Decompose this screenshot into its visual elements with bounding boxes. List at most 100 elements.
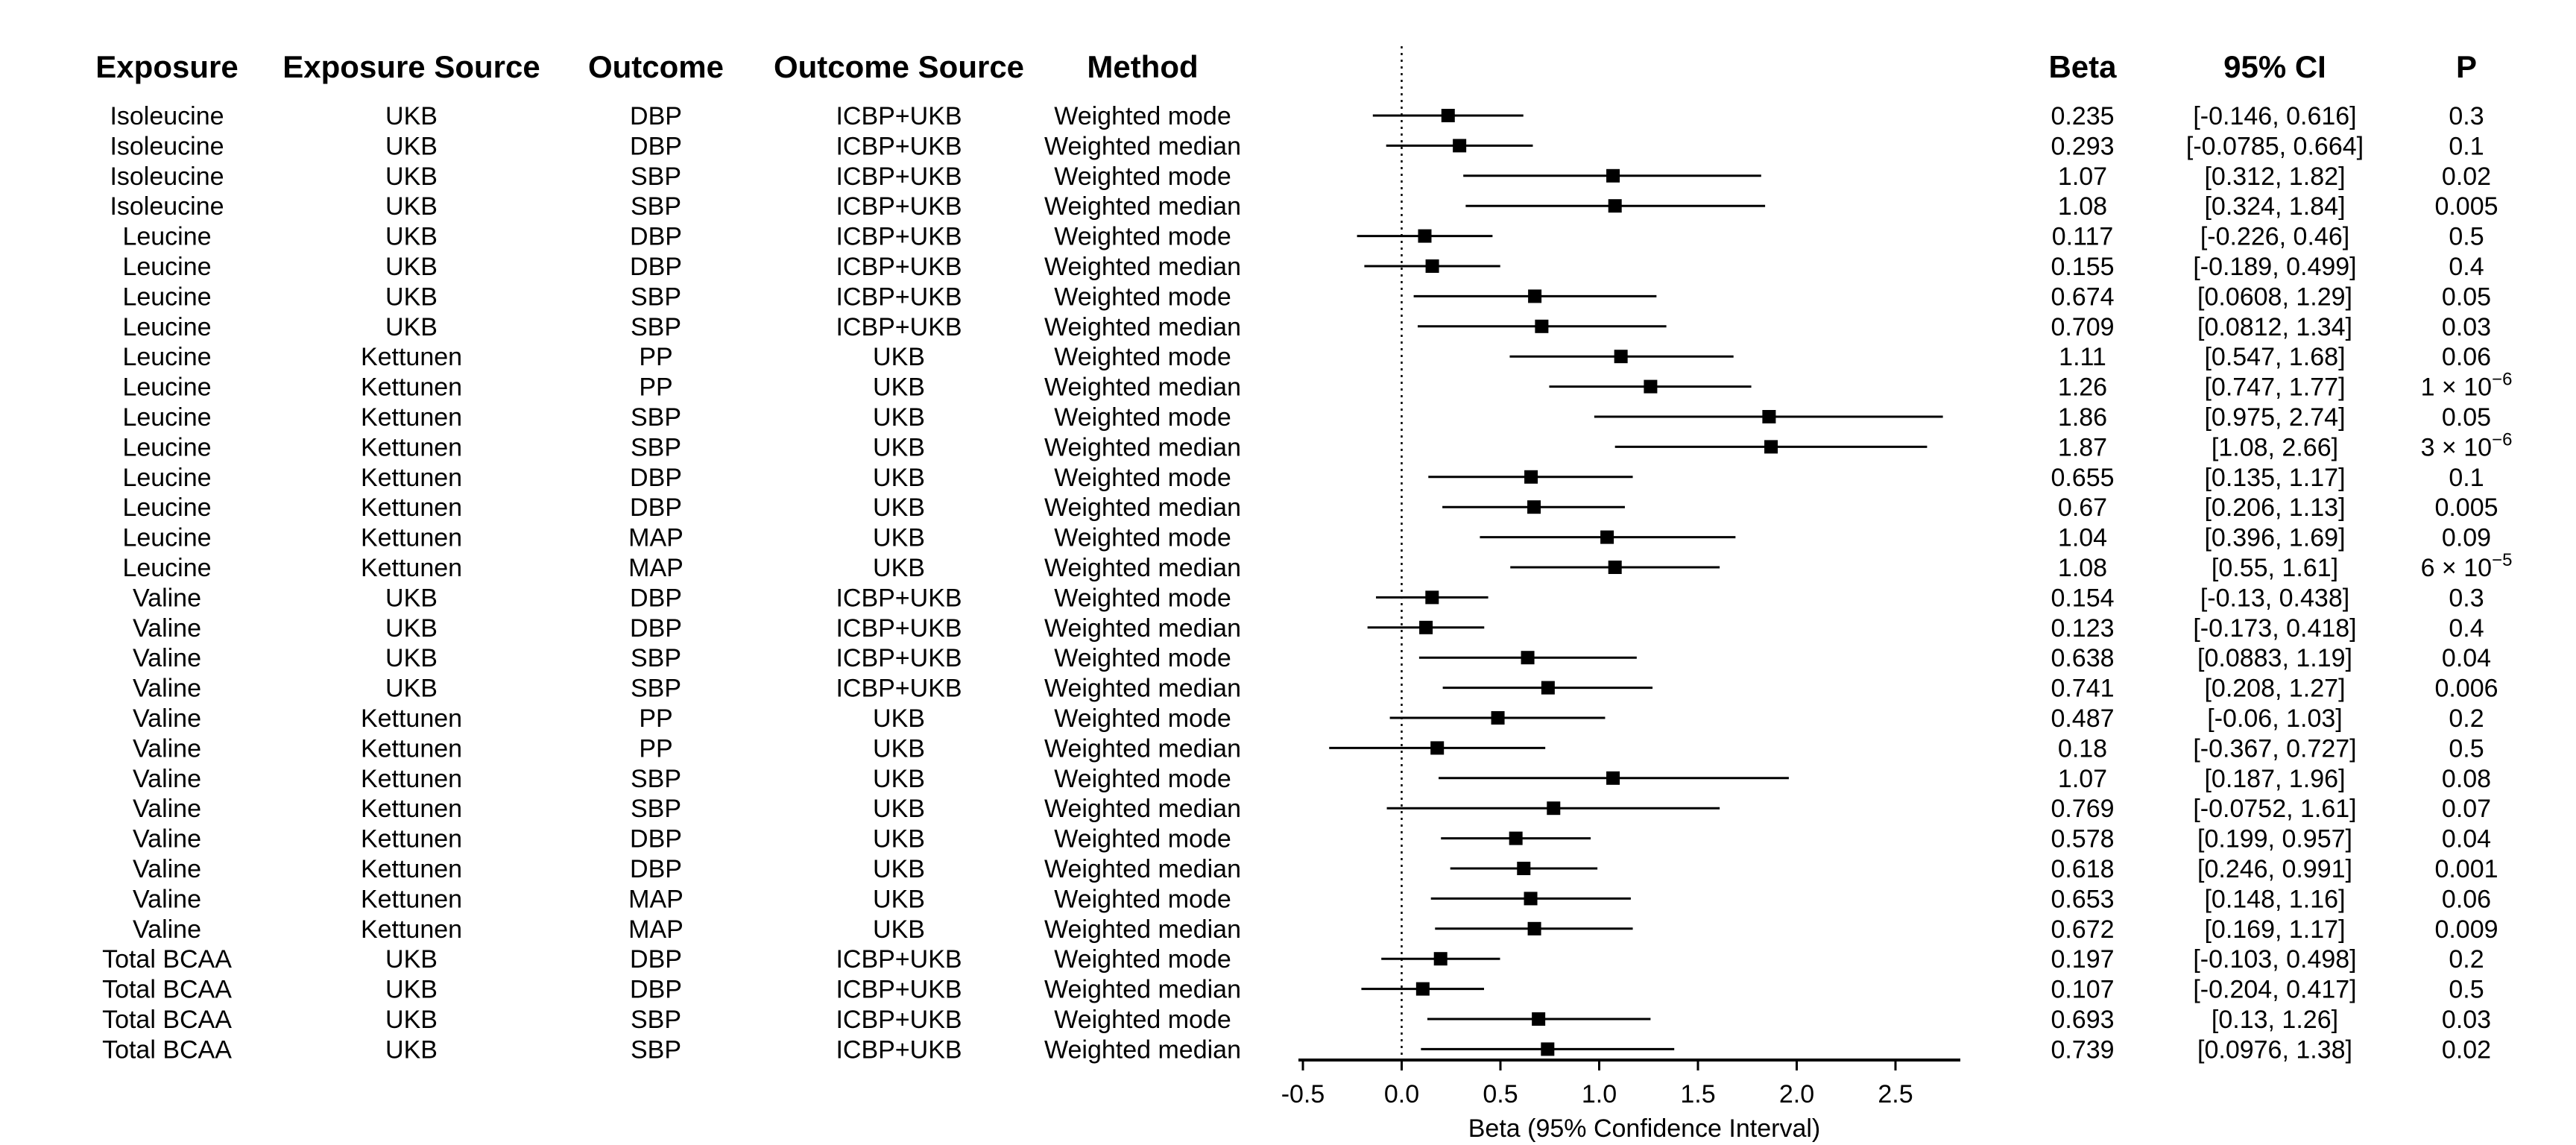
table-row: Total BCAA UKB DBP ICBP+UKB Weighted median 0… bbox=[102, 976, 2484, 1004]
p-value-cell: 3 × 10−6 bbox=[2421, 429, 2513, 461]
exposure-cell: Valine bbox=[133, 765, 201, 793]
method-cell: Weighted mode bbox=[1054, 945, 1231, 974]
table-row: Leucine Kettunen DBP UKB Weighted mode 0.655 [… bbox=[122, 464, 2484, 492]
point-estimate bbox=[1644, 379, 1658, 394]
outcome-cell: DBP bbox=[630, 253, 682, 281]
outcome-cell: SBP bbox=[631, 283, 681, 311]
beta-cell: 0.117 bbox=[2052, 223, 2114, 251]
outcome-source-cell: UKB bbox=[873, 403, 925, 432]
exposure-cell: Valine bbox=[133, 675, 201, 703]
outcome-cell: SBP bbox=[631, 1035, 681, 1064]
outcome-source-cell: ICBP+UKB bbox=[836, 283, 962, 311]
beta-cell: 0.672 bbox=[2051, 915, 2114, 944]
outcome-cell: SBP bbox=[631, 795, 681, 823]
exposure-source-cell: Kettunen bbox=[361, 433, 462, 461]
beta-cell: 0.154 bbox=[2051, 584, 2114, 612]
exposure-cell: Valine bbox=[133, 855, 201, 883]
ci-cell: [0.169, 1.17] bbox=[2204, 915, 2345, 944]
outcome-source-cell: UKB bbox=[873, 855, 925, 883]
point-estimate bbox=[1762, 410, 1776, 423]
exposure-source-cell: Kettunen bbox=[361, 765, 462, 793]
outcome-source-cell: ICBP+UKB bbox=[836, 584, 962, 612]
point-estimate bbox=[1528, 289, 1542, 303]
table-row: Valine Kettunen PP UKB Weighted mode 0.487 [-0… bbox=[133, 704, 2484, 733]
beta-cell: 0.769 bbox=[2051, 795, 2114, 823]
outcome-cell: DBP bbox=[630, 223, 682, 251]
method-cell: Weighted median bbox=[1044, 734, 1241, 763]
beta-cell: 0.653 bbox=[2051, 885, 2114, 913]
exposure-source-cell: Kettunen bbox=[361, 734, 462, 763]
p-value-cell: 0.3 bbox=[2449, 584, 2484, 612]
header-beta: Beta bbox=[2048, 49, 2117, 84]
beta-cell: 1.87 bbox=[2058, 433, 2107, 461]
outcome-source-cell: UKB bbox=[873, 825, 925, 854]
method-cell: Weighted median bbox=[1044, 433, 1241, 461]
point-estimate bbox=[1418, 229, 1432, 243]
point-estimate bbox=[1524, 470, 1538, 484]
point-estimate bbox=[1453, 139, 1467, 153]
header-ci: 95% CI bbox=[2223, 49, 2326, 84]
table-row: Isoleucine UKB DBP ICBP+UKB Weighted median 0… bbox=[110, 132, 2484, 160]
exposure-source-cell: Kettunen bbox=[361, 825, 462, 854]
exposure-cell: Valine bbox=[133, 644, 201, 672]
table-row: Valine UKB SBP ICBP+UKB Weighted median 0.741… bbox=[133, 675, 2498, 703]
beta-cell: 0.709 bbox=[2051, 313, 2114, 341]
outcome-source-cell: UKB bbox=[873, 734, 925, 763]
p-value-cell: 0.4 bbox=[2449, 614, 2484, 643]
p-value-cell: 0.006 bbox=[2434, 675, 2498, 703]
outcome-source-cell: ICBP+UKB bbox=[836, 644, 962, 672]
outcome-source-cell: UKB bbox=[873, 464, 925, 492]
outcome-source-cell: UKB bbox=[873, 885, 925, 913]
exposure-source-cell: Kettunen bbox=[361, 855, 462, 883]
point-estimate bbox=[1521, 651, 1535, 665]
ci-cell: [0.0976, 1.38] bbox=[2197, 1035, 2352, 1064]
exposure-source-cell: Kettunen bbox=[361, 464, 462, 492]
outcome-cell: SBP bbox=[631, 765, 681, 793]
table-row: Valine Kettunen SBP UKB Weighted median 0.769… bbox=[133, 795, 2491, 823]
exposure-source-cell: Kettunen bbox=[361, 524, 462, 552]
p-value-cell: 1 × 10−6 bbox=[2421, 370, 2513, 402]
point-estimate bbox=[1517, 862, 1531, 875]
header-outcome: Outcome bbox=[588, 49, 724, 84]
method-cell: Weighted mode bbox=[1054, 464, 1231, 492]
point-estimate bbox=[1600, 530, 1614, 544]
ci-cell: [0.324, 1.84] bbox=[2204, 192, 2345, 221]
outcome-source-cell: ICBP+UKB bbox=[836, 223, 962, 251]
outcome-cell: PP bbox=[639, 343, 672, 371]
exposure-cell: Leucine bbox=[122, 343, 211, 371]
exposure-source-cell: UKB bbox=[385, 614, 438, 643]
ci-cell: [0.0608, 1.29] bbox=[2197, 283, 2352, 311]
table-row: Leucine UKB DBP ICBP+UKB Weighted median 0.15… bbox=[122, 253, 2484, 281]
outcome-cell: SBP bbox=[631, 675, 681, 703]
table-row: Valine Kettunen SBP UKB Weighted mode 1.07 [0.… bbox=[133, 765, 2491, 793]
p-value-cell: 0.03 bbox=[2442, 1006, 2491, 1034]
p-value-cell: 0.02 bbox=[2442, 1035, 2491, 1064]
outcome-source-cell: ICBP+UKB bbox=[836, 102, 962, 130]
exposure-source-cell: Kettunen bbox=[361, 554, 462, 582]
p-value-cell: 0.08 bbox=[2442, 765, 2491, 793]
point-estimate bbox=[1541, 1042, 1555, 1056]
point-estimate bbox=[1441, 109, 1455, 122]
method-cell: Weighted median bbox=[1044, 614, 1241, 643]
ci-cell: [0.547, 1.68] bbox=[2204, 343, 2345, 371]
ci-cell: [-0.226, 0.46] bbox=[2200, 223, 2349, 251]
method-cell: Weighted mode bbox=[1054, 765, 1231, 793]
method-cell: Weighted median bbox=[1044, 855, 1241, 883]
outcome-cell: DBP bbox=[630, 584, 682, 612]
p-value-cell: 0.04 bbox=[2442, 825, 2491, 854]
method-cell: Weighted mode bbox=[1054, 283, 1231, 311]
ci-cell: [-0.189, 0.499] bbox=[2193, 253, 2356, 281]
outcome-source-cell: UKB bbox=[873, 704, 925, 733]
point-estimate bbox=[1614, 350, 1628, 364]
outcome-cell: DBP bbox=[630, 614, 682, 643]
beta-cell: 1.07 bbox=[2058, 163, 2107, 191]
table-row: Leucine Kettunen PP UKB Weighted median 1.26 [… bbox=[122, 370, 2512, 402]
outcome-source-cell: ICBP+UKB bbox=[836, 163, 962, 191]
exposure-cell: Leucine bbox=[122, 403, 211, 432]
outcome-source-cell: UKB bbox=[873, 433, 925, 461]
method-cell: Weighted median bbox=[1044, 132, 1241, 160]
ci-cell: [1.08, 2.66] bbox=[2212, 433, 2338, 461]
outcome-cell: SBP bbox=[631, 433, 681, 461]
table-row: Valine UKB DBP ICBP+UKB Weighted mode 0.154 [-… bbox=[133, 584, 2484, 612]
ci-cell: [0.208, 1.27] bbox=[2204, 675, 2345, 703]
